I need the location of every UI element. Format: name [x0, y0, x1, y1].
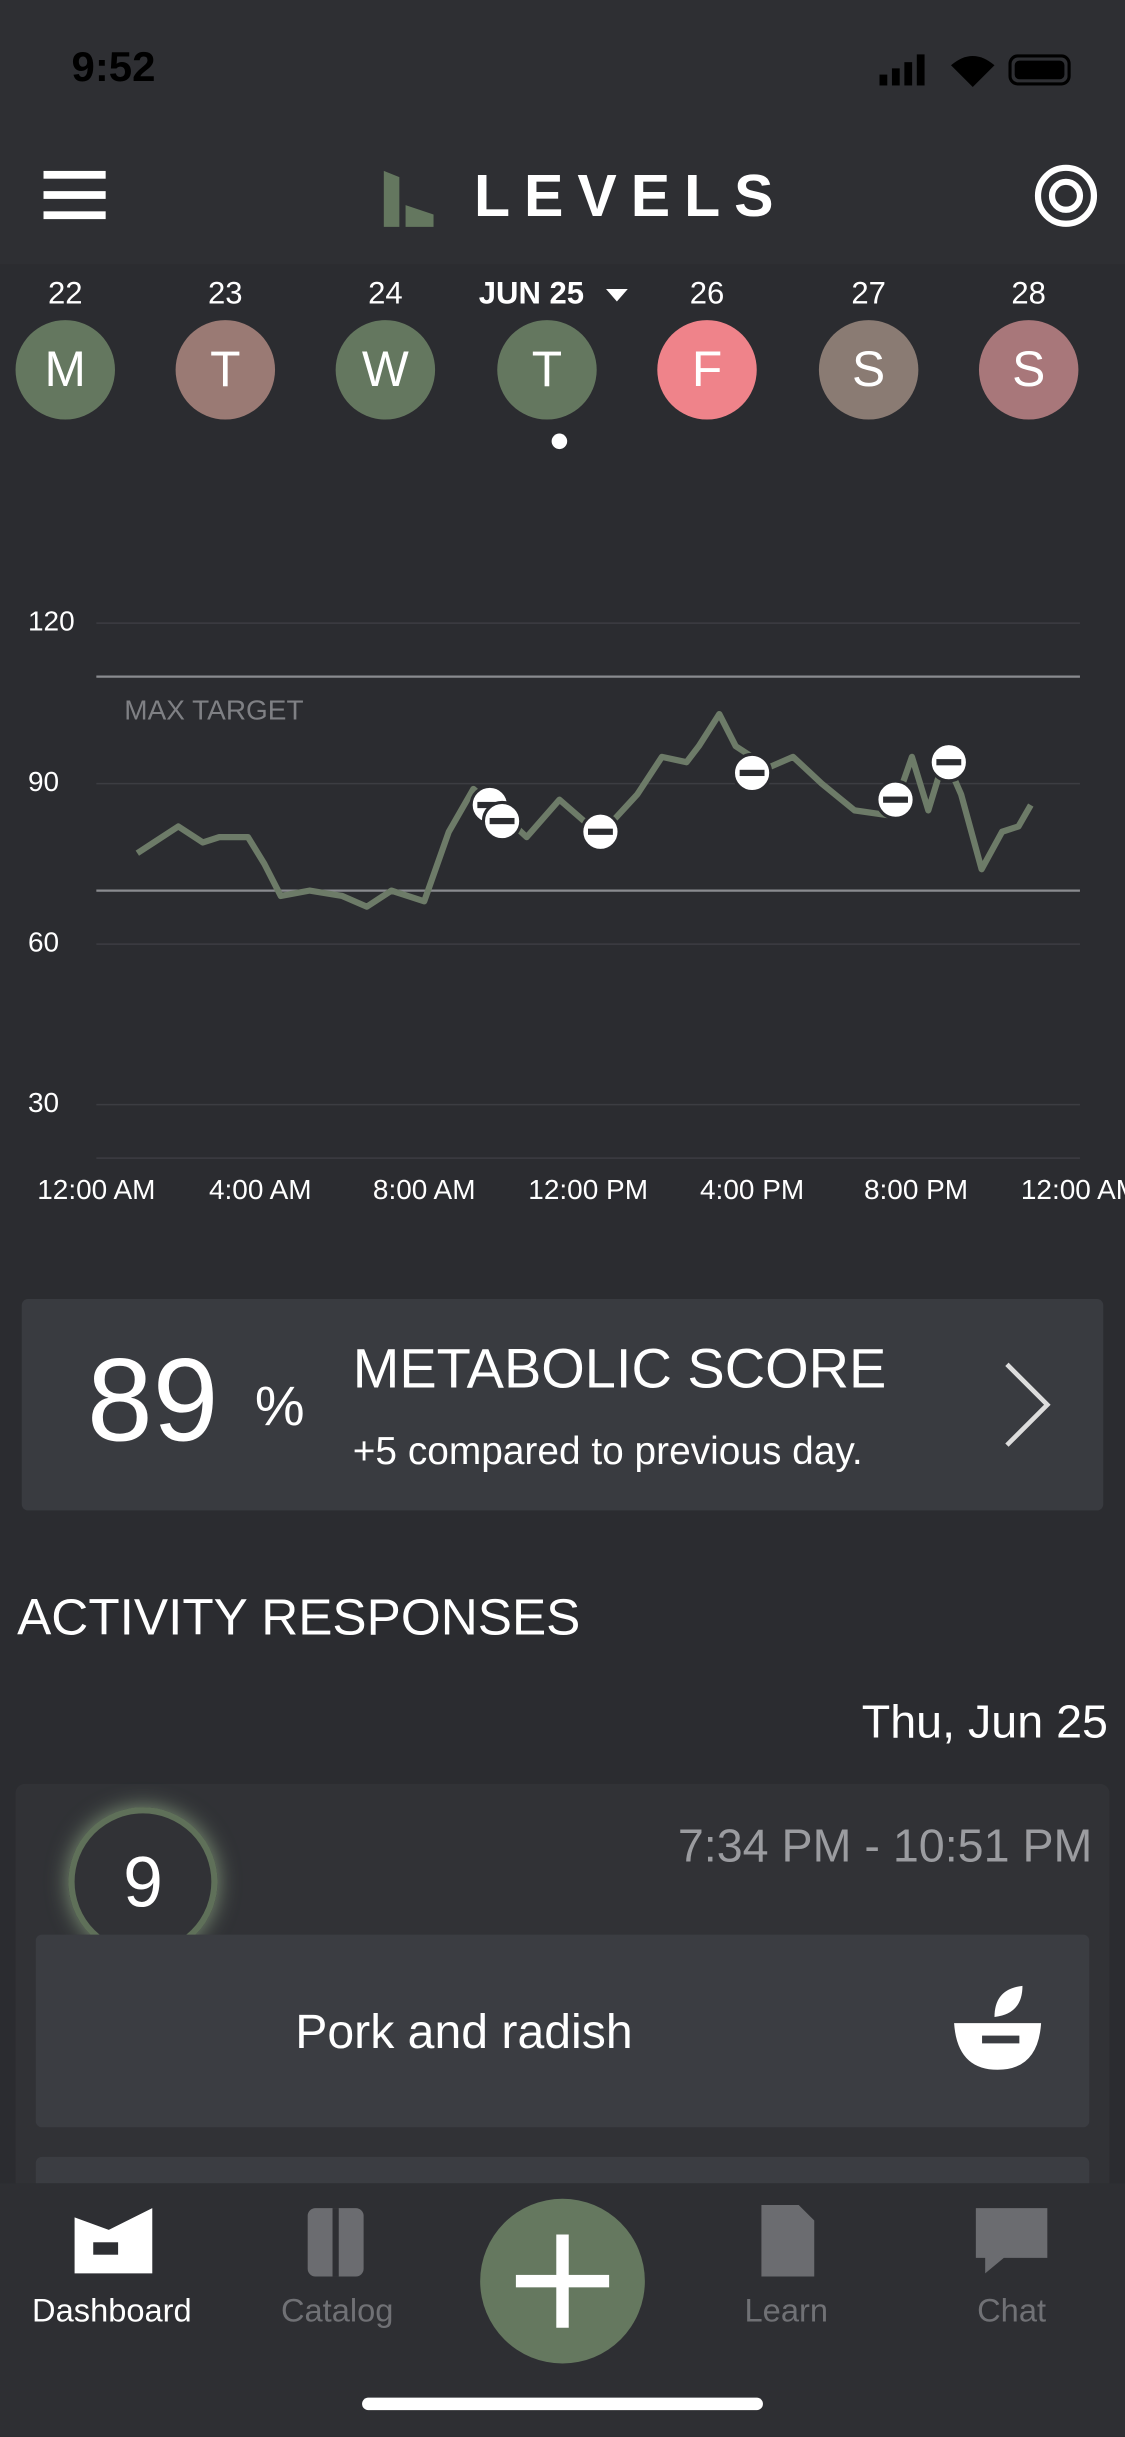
status-time: 9:52 [71, 43, 156, 91]
day-letter: F [692, 341, 722, 397]
meal-row[interactable] [35, 1934, 1090, 2128]
event-icon [489, 817, 515, 825]
section-title: ACTIVITY RESPONSES [17, 1588, 581, 1646]
metabolic-subtitle: +5 compared to previous day. [352, 1429, 863, 1474]
metabolic-title: METABOLIC SCORE [352, 1336, 887, 1401]
y-tick-label: 60 [28, 927, 59, 958]
menu-button[interactable] [43, 168, 109, 224]
tab-label[interactable]: Dashboard [32, 2293, 192, 2330]
goal-button[interactable] [1032, 162, 1100, 230]
meal-icon [954, 1985, 1042, 2070]
day-letter: W [362, 341, 409, 397]
metabolic-card[interactable] [21, 1299, 1104, 1511]
event-icon [477, 801, 503, 809]
x-tick-label: 12:00 PM [528, 1174, 648, 1205]
metabolic-score: 89 [87, 1334, 219, 1467]
day-circle[interactable] [818, 320, 919, 420]
x-tick-label: 12:00 AM [1021, 1174, 1125, 1205]
day-date: 27 [851, 275, 886, 310]
chevron [1005, 1362, 1051, 1447]
glucose-chart: 30 60 90 120 MAX TARGET 12:00 AM 4:00 AM 8:00 A… [28, 606, 1125, 1206]
day-date: 22 [48, 275, 83, 310]
app-title: LEVELS [473, 164, 788, 230]
day-circle[interactable] [497, 320, 597, 420]
x-tick-label: 12:00 AM [37, 1174, 155, 1205]
event-icon [739, 769, 765, 777]
event-icon [588, 828, 613, 835]
header-bg [0, 0, 1125, 265]
x-tick-label: 4:00 PM [700, 1174, 804, 1205]
day-date: 26 [690, 275, 725, 310]
day-letter: S [852, 341, 885, 397]
tab-icons [74, 2198, 1048, 2411]
y-tick-label: 90 [28, 766, 59, 797]
day-selector: 22 M 23 T 24 W JUN 25 T 26 F 27 S 28 S [15, 275, 1079, 450]
selected-dot [551, 433, 568, 450]
meal-name: Pork and radish [295, 2004, 633, 2059]
y-tick-label: 30 [28, 1087, 59, 1118]
activity-date: Thu, Jun 25 [861, 1696, 1108, 1749]
day-letter: S [1012, 341, 1045, 397]
day-letter: T [532, 341, 562, 397]
day-letter: T [210, 341, 240, 397]
day-circle[interactable] [175, 320, 276, 420]
tab-label[interactable]: Chat [977, 2293, 1047, 2330]
day-date: 28 [1011, 275, 1046, 310]
target-label: MAX TARGET [124, 695, 303, 726]
event-icon [883, 796, 908, 803]
event-icon [936, 759, 962, 766]
status-icons [879, 54, 1071, 88]
logo-mark [383, 170, 434, 227]
tab-label[interactable]: Learn [744, 2293, 829, 2330]
day-letter: M [45, 341, 86, 397]
day-circle[interactable] [978, 320, 1079, 420]
day-date: 24 [368, 275, 403, 310]
tab-label[interactable]: Catalog [280, 2293, 394, 2330]
x-tick-label: 8:00 AM [373, 1174, 476, 1205]
x-tick-label: 8:00 PM [864, 1174, 968, 1205]
dropdown-arrow [606, 289, 628, 302]
metabolic-unit: % [254, 1373, 305, 1438]
activity-time: 7:34 PM - 10:51 PM [677, 1821, 1093, 1873]
day-date: 23 [208, 275, 243, 310]
day-circle[interactable] [15, 320, 115, 420]
day-date: JUN 25 [479, 275, 584, 310]
day-circle[interactable] [657, 320, 757, 420]
x-tick-label: 4:00 AM [209, 1174, 312, 1205]
y-tick-label: 120 [28, 606, 75, 637]
day-circle[interactable] [335, 320, 436, 420]
